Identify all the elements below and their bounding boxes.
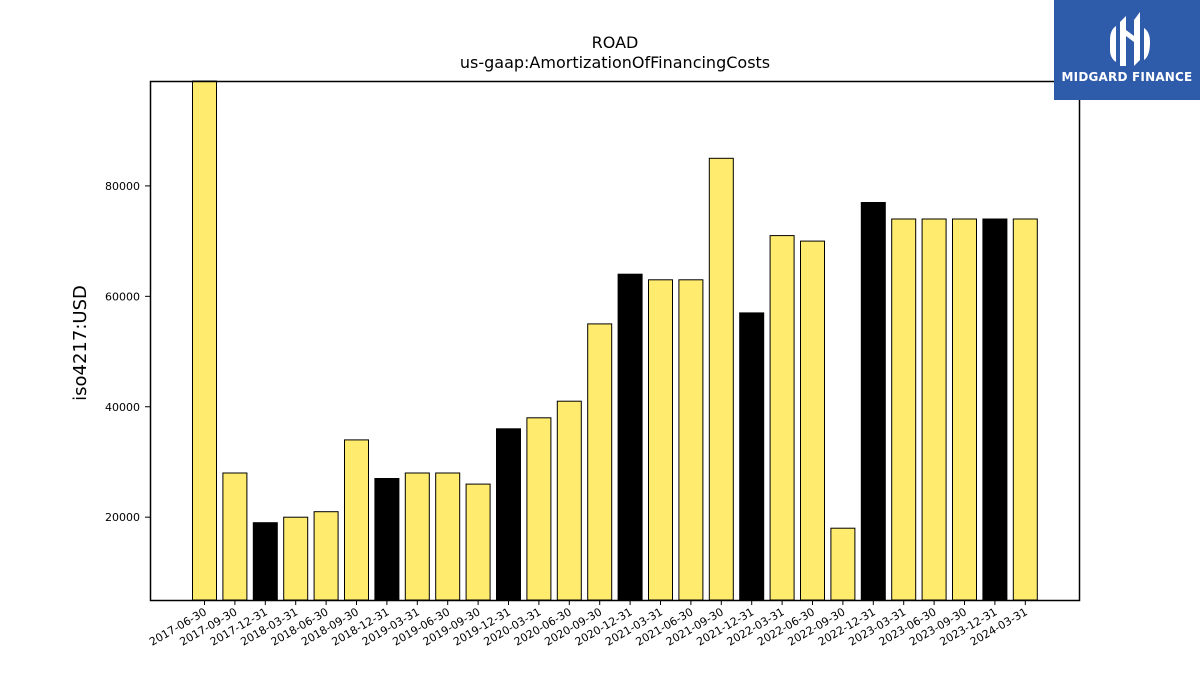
bar-2023-09-30	[952, 218, 977, 601]
x-axis-ticks: 2017-06-302017-09-302017-12-312018-03-31…	[147, 600, 1030, 649]
bar-2017-09-30	[222, 472, 248, 601]
bar-2022-09-30	[830, 527, 856, 601]
bar-2020-12-31	[617, 273, 643, 601]
bar-2020-09-30	[587, 323, 613, 601]
chart-title: ROAD	[592, 33, 639, 52]
bar-2019-03-31	[404, 472, 430, 601]
bar-2022-12-31	[860, 202, 886, 601]
midgard-logo-icon	[1110, 12, 1150, 66]
bar-2019-06-30	[435, 472, 461, 601]
bar-2018-03-31	[283, 516, 309, 601]
chart-subtitle: us-gaap:AmortizationOfFinancingCosts	[460, 53, 770, 72]
bar-2018-12-31	[374, 478, 400, 601]
plot-frame	[149, 80, 1081, 602]
bar-2024-03-31	[1012, 218, 1038, 601]
logo-text: MIDGARD FINANCE	[1061, 70, 1193, 84]
bar-2020-06-30	[556, 400, 582, 601]
bar-2022-06-30	[800, 240, 825, 601]
y-tick-label: 40000	[105, 401, 140, 414]
y-axis-ticks: 20000 40000 60000 80000	[105, 180, 150, 524]
y-axis-label: iso4217:USD	[70, 285, 91, 401]
bar-2017-12-31	[252, 522, 278, 601]
bar-2021-12-31	[739, 312, 765, 601]
y-tick-label: 80000	[105, 180, 140, 193]
bar-2019-09-30	[465, 483, 491, 601]
bar-2022-03-31	[769, 235, 795, 601]
bar-2018-06-30	[313, 511, 339, 601]
y-tick-label: 20000	[105, 511, 140, 524]
bar-2021-09-30	[708, 157, 734, 601]
bar-2023-12-31	[982, 218, 1008, 601]
bar-group	[192, 80, 1038, 601]
bar-2023-06-30	[921, 218, 947, 601]
bar-2023-03-31	[891, 218, 917, 601]
bar-2019-12-31	[496, 428, 521, 601]
bar-2020-03-31	[526, 417, 552, 601]
bar-2021-03-31	[648, 279, 673, 601]
midgard-finance-logo: MIDGARD FINANCE	[1054, 0, 1200, 100]
bar-2018-09-30	[344, 439, 369, 601]
y-tick-label: 60000	[105, 290, 140, 303]
bar-2021-06-30	[678, 279, 704, 601]
bar-2017-06-30	[192, 80, 217, 601]
